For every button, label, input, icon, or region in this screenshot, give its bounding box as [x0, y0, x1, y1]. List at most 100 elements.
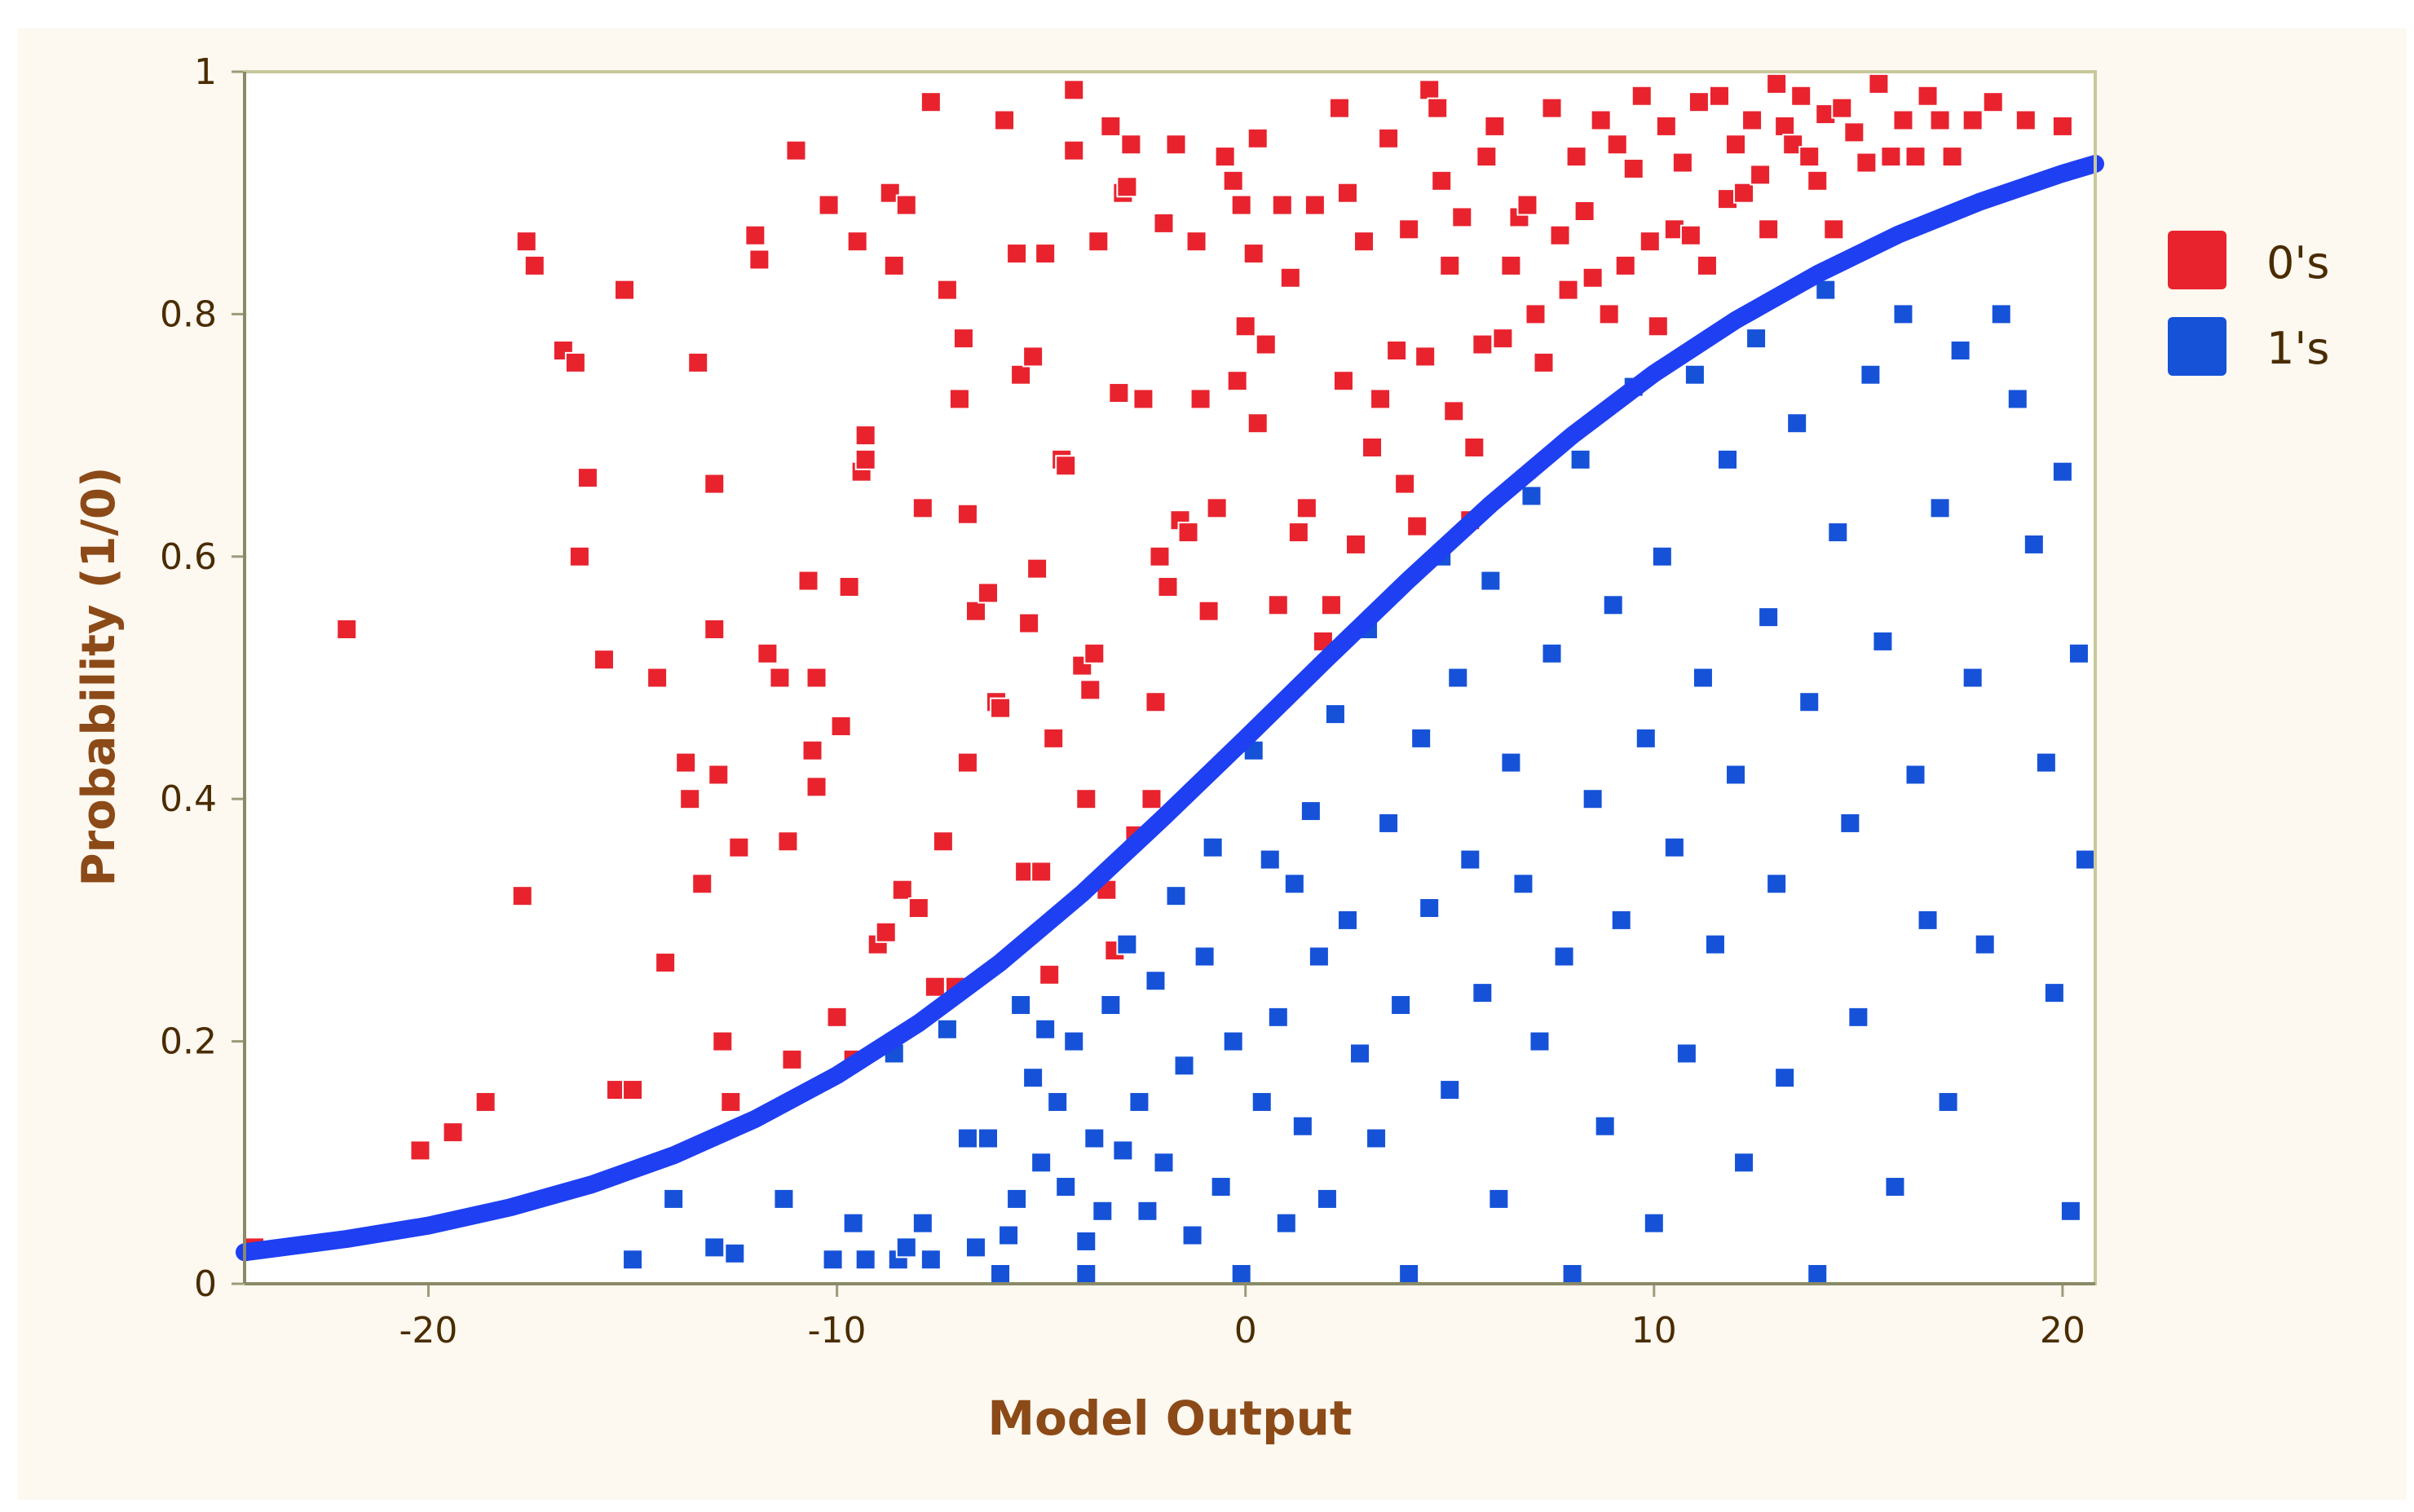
- data-point-zeros: [838, 575, 860, 597]
- data-point-ones: [1962, 667, 1984, 689]
- data-point-ones: [1283, 873, 1305, 895]
- data-point-zeros: [1892, 109, 1914, 131]
- data-point-zeros: [1394, 473, 1416, 495]
- data-point-zeros: [1606, 134, 1628, 156]
- data-point-ones: [1308, 946, 1330, 968]
- data-point-ones: [663, 1188, 685, 1210]
- legend-swatch-0s: [2168, 231, 2226, 289]
- data-point-zeros: [805, 776, 827, 798]
- data-point-ones: [1251, 1091, 1273, 1113]
- data-point-zeros: [1063, 139, 1085, 161]
- data-point-zeros: [1145, 691, 1167, 713]
- data-point-zeros: [932, 831, 954, 853]
- data-point-zeros: [1843, 121, 1865, 143]
- data-point-ones: [1112, 1140, 1134, 1162]
- data-point-ones: [704, 1236, 726, 1259]
- data-point-zeros: [830, 715, 852, 737]
- data-point-ones: [1675, 1043, 1697, 1065]
- data-point-ones: [1181, 1224, 1203, 1246]
- data-point-ones: [1210, 1176, 1232, 1198]
- data-point-zeros: [1153, 212, 1175, 234]
- data-point-ones: [1275, 1212, 1297, 1234]
- data-point-zeros: [1807, 170, 1829, 192]
- curve-layer: [236, 155, 2104, 1262]
- data-point-zeros: [1904, 146, 1926, 168]
- data-point-zeros: [1332, 370, 1354, 392]
- data-point-zeros: [1108, 382, 1130, 404]
- data-point-ones: [911, 1212, 933, 1234]
- data-point-ones: [1651, 545, 1673, 567]
- data-point-ones: [2059, 1200, 2081, 1222]
- logistic-curve: [236, 155, 2104, 1262]
- data-point-zeros: [1766, 73, 1788, 95]
- data-point-zeros: [818, 194, 840, 216]
- data-point-zeros: [1255, 333, 1277, 355]
- data-point-ones: [990, 1263, 1012, 1285]
- x-tick-label: -20: [399, 1310, 458, 1351]
- data-point-ones: [1165, 885, 1187, 907]
- data-point-zeros: [336, 619, 358, 641]
- data-point-zeros: [1406, 515, 1428, 537]
- data-point-zeros: [1917, 85, 1939, 107]
- data-point-zeros: [1962, 109, 1984, 131]
- data-point-zeros: [1708, 85, 1730, 107]
- data-point-ones: [1692, 667, 1714, 689]
- y-tick-label: 0: [194, 1263, 217, 1305]
- data-point-zeros: [801, 739, 823, 761]
- data-point-ones: [1725, 764, 1747, 786]
- data-point-ones: [1663, 836, 1685, 858]
- data-point-zeros: [655, 951, 677, 973]
- data-point-ones: [1447, 667, 1469, 689]
- data-point-ones: [1847, 1006, 1869, 1028]
- data-point-zeros: [1043, 727, 1065, 749]
- data-point-ones: [854, 1249, 876, 1271]
- data-point-zeros: [1026, 558, 1048, 580]
- data-point-zeros: [781, 1048, 803, 1070]
- data-point-zeros: [1022, 346, 1044, 368]
- data-point-zeros: [704, 473, 726, 495]
- data-point-zeros: [748, 249, 770, 271]
- data-point-ones: [842, 1212, 864, 1234]
- data-point-ones: [1092, 1200, 1114, 1222]
- x-tick-label: -10: [808, 1310, 867, 1351]
- data-point-ones: [2035, 752, 2057, 774]
- data-point-ones: [1610, 909, 1632, 931]
- data-point-zeros: [1018, 612, 1040, 634]
- y-tick-label: 0.2: [160, 1021, 217, 1063]
- data-point-zeros: [1185, 231, 1207, 253]
- data-point-zeros: [948, 388, 970, 410]
- data-point-zeros: [1075, 788, 1097, 810]
- data-point-zeros: [1030, 861, 1053, 883]
- data-point-ones: [998, 1224, 1020, 1246]
- data-point-zeros: [1439, 254, 1461, 276]
- data-point-ones: [1815, 279, 1837, 301]
- data-point-ones: [822, 1249, 844, 1271]
- data-point-zeros: [1226, 370, 1248, 392]
- data-point-ones: [1974, 933, 1996, 955]
- data-point-zeros: [1790, 85, 1812, 107]
- data-point-zeros: [2051, 115, 2073, 137]
- data-point-zeros: [409, 1140, 431, 1162]
- data-point-ones: [1259, 849, 1281, 871]
- data-point-zeros: [797, 570, 819, 592]
- data-point-zeros: [1451, 206, 1473, 228]
- data-point-ones: [1480, 570, 1502, 592]
- data-point-ones: [2068, 642, 2090, 664]
- legend: 0's 1's: [2168, 231, 2329, 376]
- data-point-ones: [1892, 303, 1914, 325]
- data-point-zeros: [568, 545, 590, 567]
- x-tick-label: 10: [1631, 1310, 1677, 1351]
- data-point-ones: [1704, 933, 1726, 955]
- data-point-zeros: [1419, 79, 1441, 101]
- data-point-zeros: [1088, 231, 1110, 253]
- data-point-zeros: [1856, 152, 1878, 174]
- data-point-ones: [1300, 800, 1322, 822]
- data-point-zeros: [675, 752, 697, 774]
- data-point-zeros: [679, 788, 701, 810]
- data-point-ones: [1929, 497, 1951, 519]
- data-point-zeros: [1631, 85, 1653, 107]
- data-point-ones: [1173, 1055, 1195, 1077]
- data-point-zeros: [1079, 679, 1101, 701]
- data-point-zeros: [1165, 134, 1187, 156]
- data-point-zeros: [875, 921, 897, 943]
